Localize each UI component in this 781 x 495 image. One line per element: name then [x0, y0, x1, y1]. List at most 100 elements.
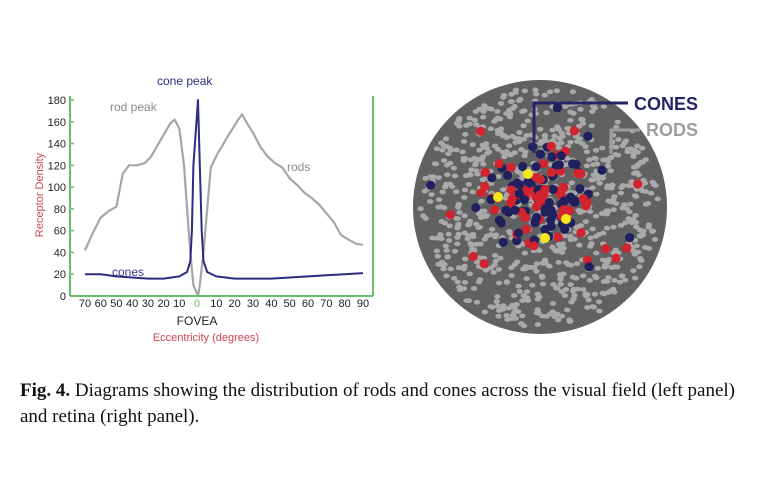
rod-dot [529, 282, 536, 288]
rod-dot [579, 117, 586, 122]
rod-dot [600, 279, 608, 284]
rod-dot [611, 277, 618, 283]
x-tick-label: 60 [302, 298, 314, 310]
rod-dot [427, 174, 434, 180]
rod-dot [495, 174, 502, 179]
rod-dot [422, 216, 429, 221]
rod-dot [422, 176, 429, 181]
cone-dot [546, 141, 556, 151]
cone-dot [535, 174, 546, 184]
rods-leader-line [609, 128, 640, 154]
cones-leader-line [532, 101, 628, 153]
rod-dot [516, 289, 523, 294]
rod-dot [582, 144, 589, 150]
cone-dot [560, 224, 570, 234]
rod-dot [442, 243, 450, 249]
rod-dot [555, 145, 562, 151]
rod-dot [508, 151, 515, 157]
rod-dot [566, 317, 573, 323]
rod-dot [460, 266, 468, 272]
rod-dot [603, 258, 610, 264]
rod-dot [557, 281, 564, 287]
rod-dot [519, 109, 526, 114]
rod-dot [495, 280, 503, 286]
rod-dot [494, 146, 502, 152]
x-tick-label: 70 [79, 298, 91, 310]
rod-dot [473, 122, 480, 127]
rod-dot [513, 302, 520, 307]
cone-dot [531, 162, 541, 172]
rod-dot [517, 170, 524, 176]
rod-dot [649, 228, 657, 234]
rod-dot [534, 322, 542, 327]
rod-dot [645, 225, 652, 230]
cone-dot [611, 253, 621, 263]
rod-dot [505, 228, 513, 234]
rod-dot [455, 201, 462, 207]
rod-dot [438, 259, 446, 265]
rod-dot [472, 162, 479, 168]
rod-dot [469, 189, 476, 195]
rod-peak-label: rod peak [110, 100, 158, 114]
cone-dot [547, 152, 557, 162]
rod-dot [579, 121, 587, 126]
x-tick-label: 40 [265, 298, 277, 310]
rod-dot [635, 249, 642, 255]
rod-dot [445, 151, 452, 157]
rod-dot [533, 268, 540, 274]
rod-dot [467, 241, 474, 246]
cone-dot [507, 194, 517, 204]
rod-dot [573, 261, 581, 267]
rod-dot [443, 273, 450, 279]
rod-dot [471, 155, 478, 161]
rod-dot [489, 304, 496, 310]
rod-dot [568, 180, 575, 186]
rod-dot [636, 233, 643, 239]
rod-dot [648, 190, 655, 196]
rod-dot [586, 209, 594, 215]
rod-dot [554, 286, 561, 291]
rod-dot [631, 193, 639, 199]
rod-dot [470, 286, 478, 291]
rod-dot [567, 237, 575, 243]
rod-dot [521, 88, 529, 94]
rod-dot [592, 156, 599, 162]
rod-dot [481, 208, 488, 214]
rod-dot [634, 143, 641, 149]
rods-label: rods [287, 160, 310, 174]
rod-dot [439, 189, 446, 195]
rod-dot [573, 224, 580, 230]
fovea-label: FOVEA [177, 314, 218, 328]
rod-dot [487, 126, 495, 132]
rod-dot [522, 149, 529, 155]
rod-dot [558, 140, 565, 146]
yellow-cone-dot [523, 169, 533, 179]
y-axis-title: Receptor Density [34, 152, 46, 237]
rod-dot [521, 153, 528, 159]
cone-dot [552, 103, 563, 113]
rod-dot [446, 181, 454, 187]
rod-dot [640, 177, 647, 183]
rod-dot [434, 253, 441, 259]
cone-dot [578, 194, 588, 204]
rod-dot [450, 165, 458, 171]
rod-dot [520, 266, 527, 272]
rod-dot [465, 298, 472, 304]
rod-dot [630, 151, 637, 157]
rod-dot [590, 177, 597, 183]
rod-dot [488, 106, 495, 112]
cone-dot [468, 251, 478, 262]
rod-dot [596, 180, 603, 186]
rod-dot [477, 241, 484, 247]
rod-dot [461, 213, 468, 219]
rod-dot [615, 137, 622, 142]
rod-dot [500, 187, 507, 193]
rod-dot [512, 140, 519, 146]
rod-dot [539, 260, 546, 266]
rod-dot [537, 126, 544, 132]
rod-dot [586, 157, 593, 163]
rod-dot [593, 275, 600, 281]
cone-dot [471, 202, 481, 213]
rod-dot [559, 134, 566, 139]
